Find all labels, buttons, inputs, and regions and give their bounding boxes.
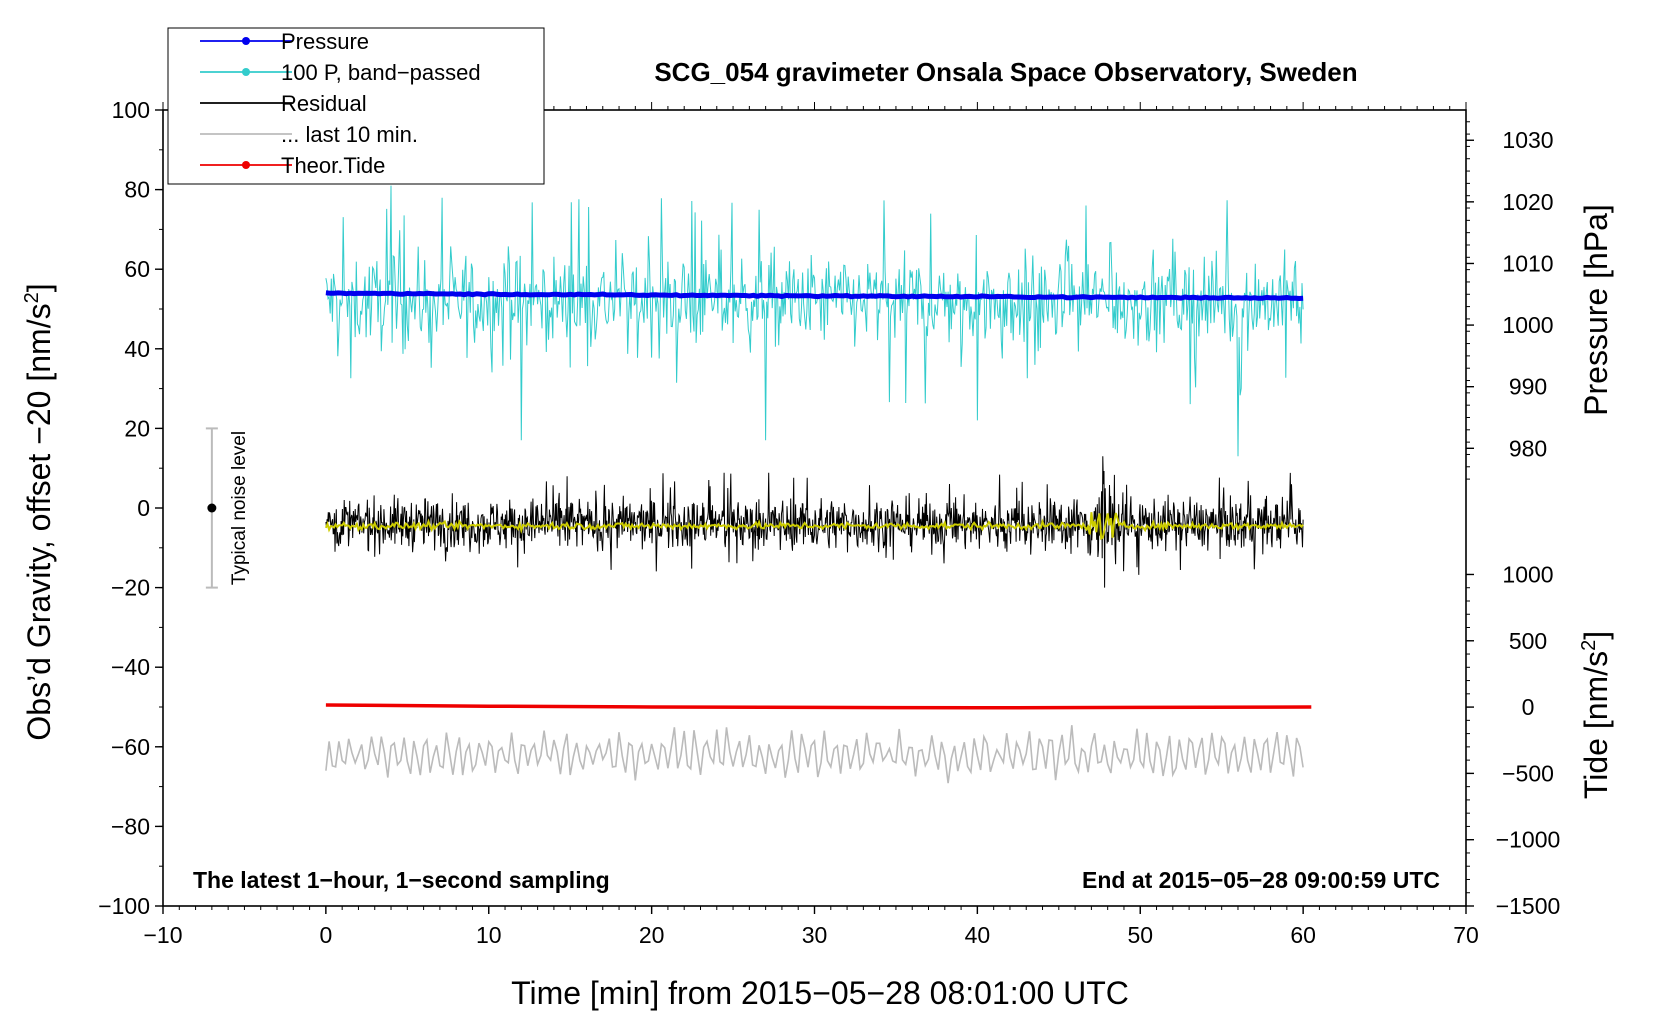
chart-title: SCG_054 gravimeter Onsala Space Observat… bbox=[654, 57, 1357, 87]
series-line-bandpassed bbox=[325, 185, 1304, 457]
y-tick-label: −20 bbox=[111, 575, 150, 601]
y-axis-label-left-end: ] bbox=[21, 283, 57, 292]
y-axis-label-tide-end: ] bbox=[1578, 631, 1614, 640]
x-axis-label: Time [min] from 2015−05−28 08:01:00 UTC bbox=[511, 975, 1129, 1011]
x-tick-label: −10 bbox=[143, 922, 182, 948]
legend-label: Residual bbox=[281, 91, 367, 116]
y-tick-label: 20 bbox=[124, 415, 150, 441]
annotation-end-time: End at 2015−05−28 09:00:59 UTC bbox=[1082, 867, 1440, 893]
tide-tick-label: −1000 bbox=[1496, 827, 1561, 853]
axes-layer: −10 0 10 20 30 40 50 60 70−100−80−60−40−20020406… bbox=[98, 97, 1560, 948]
tide-tick-label: −1500 bbox=[1496, 893, 1561, 919]
y-tick-label: −80 bbox=[111, 813, 150, 839]
y-tick-label: −100 bbox=[98, 893, 150, 919]
x-tick-label: 20 bbox=[639, 922, 665, 948]
pressure-tick-label: 990 bbox=[1509, 374, 1547, 400]
y-axis-label-left-text: Obs’d Gravity, offset −20 [nm/s bbox=[21, 303, 57, 740]
pressure-tick-label: 1030 bbox=[1502, 127, 1553, 153]
series-line-last10min bbox=[325, 725, 1304, 784]
legend-box bbox=[167, 27, 545, 185]
x-tick-label: 30 bbox=[802, 922, 828, 948]
y-axis-label-left-sup: 2 bbox=[21, 292, 43, 303]
noise-level-indicator: Typical noise level bbox=[205, 427, 250, 589]
legend-label: ... last 10 min. bbox=[281, 122, 418, 147]
legend: Pressure 100 P, band−passed Residual ... la… bbox=[167, 27, 545, 185]
plot-data-layer bbox=[324, 185, 1312, 784]
legend-label: Pressure bbox=[281, 29, 369, 54]
y-tick-label: 100 bbox=[112, 97, 150, 123]
series-line-pressure bbox=[325, 290, 1304, 301]
legend-marker bbox=[242, 37, 250, 45]
legend-marker bbox=[242, 68, 250, 76]
x-tick-label: 0 bbox=[319, 922, 332, 948]
pressure-tick-label: 1000 bbox=[1502, 312, 1553, 338]
y-axis-label-pressure: Pressure [hPa] bbox=[1578, 204, 1614, 416]
y-axis-label-tide-text: Tide [nm/s bbox=[1578, 651, 1614, 799]
series-line-residual bbox=[325, 456, 1304, 588]
x-tick-label: 40 bbox=[965, 922, 991, 948]
y-axis-label-tide: Tide [nm/s2] bbox=[1578, 631, 1614, 799]
pressure-tick-label: 1020 bbox=[1502, 189, 1553, 215]
y-tick-label: −60 bbox=[111, 734, 150, 760]
pressure-tick-label: 980 bbox=[1509, 435, 1547, 461]
tide-tick-label: 0 bbox=[1522, 694, 1535, 720]
annotation-sampling: The latest 1−hour, 1−second sampling bbox=[193, 867, 610, 893]
legend-label: 100 P, band−passed bbox=[281, 60, 481, 85]
series-line-tide bbox=[325, 703, 1312, 710]
series-line-residual-smoothed bbox=[324, 512, 1304, 541]
y-tick-label: 0 bbox=[137, 495, 150, 521]
legend-label: Theor.Tide bbox=[281, 153, 385, 178]
y-axis-label-tide-sup: 2 bbox=[1578, 640, 1600, 651]
x-tick-label: 50 bbox=[1127, 922, 1153, 948]
y-axis-label-left: Obs’d Gravity, offset −20 [nm/s2] bbox=[21, 283, 57, 740]
y-tick-label: 40 bbox=[124, 336, 150, 362]
tide-tick-label: 500 bbox=[1509, 628, 1547, 654]
y-tick-label: 80 bbox=[124, 177, 150, 203]
tide-tick-label: 1000 bbox=[1502, 561, 1553, 587]
x-tick-label: 70 bbox=[1453, 922, 1479, 948]
noise-center-dot bbox=[207, 503, 217, 513]
x-tick-label: 60 bbox=[1290, 922, 1316, 948]
y-tick-label: −40 bbox=[111, 654, 150, 680]
pressure-tick-label: 1010 bbox=[1502, 250, 1553, 276]
legend-marker bbox=[242, 161, 250, 169]
x-tick-label: 10 bbox=[476, 922, 502, 948]
tide-tick-label: −500 bbox=[1502, 760, 1554, 786]
noise-label: Typical noise level bbox=[229, 431, 250, 585]
y-tick-label: 60 bbox=[124, 256, 150, 282]
